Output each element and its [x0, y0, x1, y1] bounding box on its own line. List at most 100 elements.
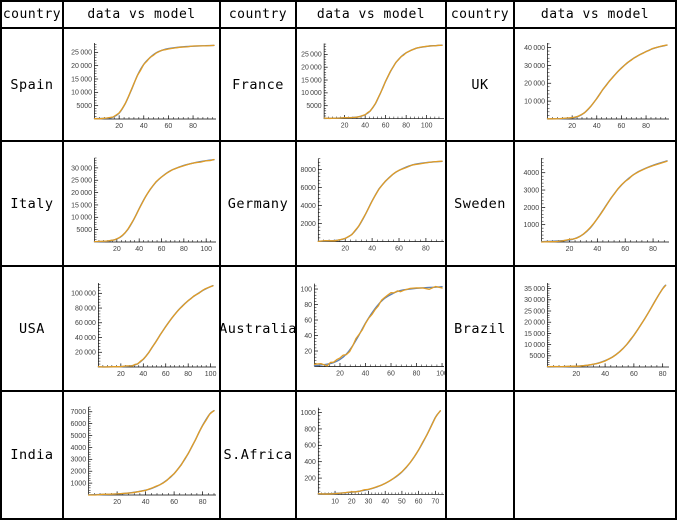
y-tick-label: 2000: [301, 220, 316, 227]
x-tick-label: 60: [630, 371, 638, 378]
country-cell: Brazil: [447, 267, 515, 392]
y-tick-label: 3000: [524, 187, 540, 194]
y-tick-label: 15 000: [301, 77, 322, 84]
x-tick-label: 40: [381, 498, 389, 505]
chart-france: 5000 10 000 15 000 20 000 25 000 20 40 60 80 100: [301, 43, 445, 129]
country-label: S.Africa: [223, 447, 293, 463]
x-tick-label: 80: [402, 122, 410, 129]
y-tick-label: 10 000: [524, 98, 545, 105]
y-tick-label: 15 000: [524, 330, 545, 337]
country-label: Germany: [227, 195, 289, 212]
y-tick-label: 400: [304, 459, 316, 466]
chart-spain: 5000 10 000 15 000 20 000 25 000 20 40 60 80: [71, 42, 216, 130]
x-tick-label: 80: [413, 370, 421, 377]
plot-cell: 5000 10 000 15 000 20 000 25 000 20 40 60 80: [64, 29, 221, 142]
country-label: Sweden: [454, 195, 506, 212]
x-tick-label: 40: [141, 499, 149, 506]
axes: 20 000 40 000 60 000 80 000 100 000 20 40 60 80 1…: [71, 282, 216, 378]
country-label: Spain: [10, 76, 54, 93]
model-curve: [546, 43, 668, 120]
x-tick-label: 20: [115, 123, 123, 130]
x-tick-label: 40: [593, 246, 601, 253]
header-country-label: country: [450, 7, 510, 22]
header-plot-label: data vs model: [540, 7, 650, 22]
y-tick-label: 100: [300, 286, 312, 293]
model-curve: [87, 409, 215, 496]
y-tick-label: 60 000: [75, 320, 96, 327]
data-curve: [93, 44, 215, 119]
y-tick-label: 10 000: [71, 89, 92, 96]
y-tick-label: 1000: [70, 481, 86, 488]
header-plot-label: data vs model: [316, 7, 426, 22]
header-country: country: [2, 2, 64, 29]
x-tick-label: 40: [593, 123, 601, 130]
country-cell: Italy: [2, 142, 64, 267]
y-tick-label: 600: [304, 443, 316, 450]
y-tick-label: 40 000: [75, 334, 96, 341]
x-tick-label: 20: [112, 246, 120, 253]
data-curve: [323, 44, 443, 119]
x-tick-label: 80: [198, 499, 206, 506]
x-tick-label: 20: [341, 122, 349, 129]
x-tick-label: 30: [365, 498, 373, 505]
model-curve: [97, 284, 214, 368]
y-tick-label: 2000: [70, 469, 86, 476]
header-data-vs-model: data vs model: [297, 2, 447, 29]
y-tick-label: 6000: [301, 184, 316, 191]
axes: 5000 10 000 15 000 20 000 25 000 30 000 20 40 60…: [71, 157, 216, 253]
x-tick-label: 20: [568, 123, 576, 130]
country-label: Italy: [10, 195, 54, 212]
x-tick-label: 20: [572, 371, 580, 378]
country-cell: India: [2, 392, 64, 520]
y-tick-label: 30 000: [71, 165, 92, 172]
y-tick-label: 20: [304, 348, 312, 355]
x-tick-label: 60: [387, 370, 395, 377]
country-label: USA: [19, 320, 45, 337]
y-tick-label: 4000: [70, 445, 86, 452]
x-tick-label: 60: [618, 123, 626, 130]
header-country-label: country: [2, 7, 62, 22]
chart-brazil: 5000 10 000 15 000 20 000 25 000 30 000 35 000…: [524, 282, 669, 378]
x-tick-label: 60: [382, 122, 390, 129]
country-cell: S.Africa: [221, 392, 297, 520]
empty-country-cell: [447, 392, 515, 520]
data-curve: [97, 284, 214, 368]
country-label: Australia: [221, 320, 297, 337]
y-tick-label: 80 000: [75, 305, 96, 312]
x-tick-label: 20: [336, 370, 344, 377]
x-tick-label: 40: [139, 123, 147, 130]
country-label: UK: [471, 76, 489, 93]
x-tick-label: 80: [642, 123, 650, 130]
y-tick-label: 5000: [70, 433, 86, 440]
x-tick-label: 100: [200, 246, 212, 253]
chart-sweden: 1000 2000 3000 4000 20 40 60 80: [524, 157, 669, 253]
axes: 20 40 60 80 100 20 40 60 80 100: [300, 283, 445, 377]
y-tick-label: 5000: [76, 227, 92, 234]
y-tick-label: 30 000: [524, 297, 545, 304]
axes: 5000 10 000 15 000 20 000 25 000 20 40 60 80 100: [301, 43, 445, 129]
chart-usa: 20 000 40 000 60 000 80 000 100 000 20 40 60 80 1…: [71, 282, 216, 378]
country-cell: UK: [447, 29, 515, 142]
model-curve: [323, 43, 443, 119]
model-curve: [546, 284, 667, 368]
y-tick-label: 20 000: [524, 319, 545, 326]
x-tick-label: 70: [432, 498, 440, 505]
data-curve: [546, 284, 667, 367]
y-tick-label: 20 000: [71, 189, 92, 196]
x-tick-label: 60: [157, 246, 165, 253]
country-label: India: [10, 447, 54, 463]
x-tick-label: 10: [331, 498, 339, 505]
y-tick-label: 15 000: [71, 76, 92, 83]
data-curve: [93, 158, 215, 242]
y-tick-label: 40: [304, 332, 312, 339]
chart-italy: 5000 10 000 15 000 20 000 25 000 30 000 20 40 60…: [71, 157, 216, 253]
y-tick-label: 20 000: [524, 80, 545, 87]
x-tick-label: 40: [601, 371, 609, 378]
y-tick-label: 200: [304, 475, 316, 482]
y-tick-label: 4000: [524, 170, 540, 177]
plot-cell: 5000 10 000 15 000 20 000 25 000 30 000 20 40 60…: [64, 142, 221, 267]
plot-cell: 5000 10 000 15 000 20 000 25 000 30 000 35 000…: [515, 267, 677, 392]
y-tick-label: 40 000: [524, 44, 545, 51]
header-data-vs-model: data vs model: [515, 2, 677, 29]
header-plot-label: data vs model: [87, 7, 196, 22]
